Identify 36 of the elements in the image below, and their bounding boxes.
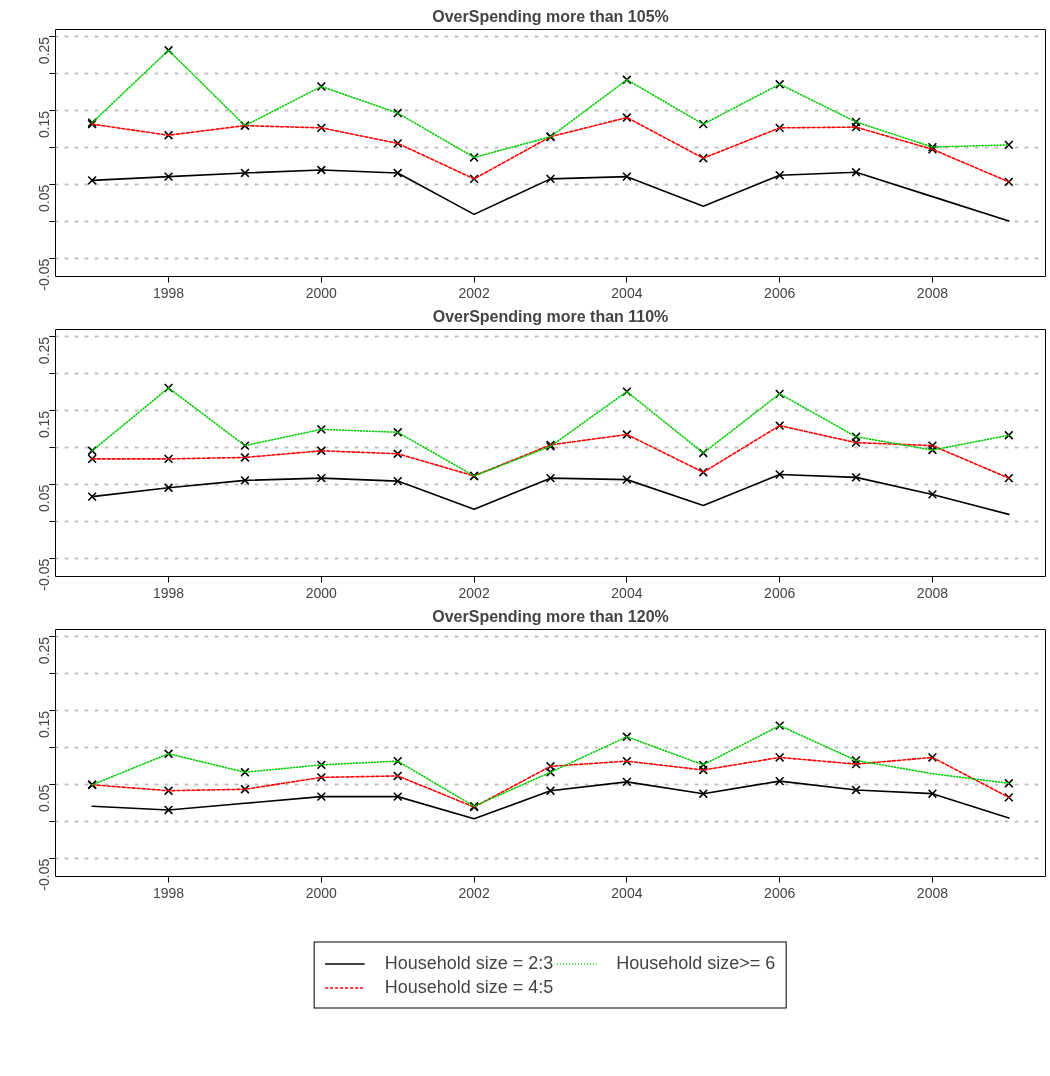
x-tick-label: 2002 (458, 584, 490, 601)
legend-label: Household size = 2:3 (384, 952, 554, 974)
x-tick-label: 2000 (305, 584, 338, 601)
x-tick-label: 1998 (152, 584, 185, 601)
x-tick-label: 1998 (152, 284, 185, 301)
y-tick-label: 0.05 (36, 784, 53, 813)
x-tick-label: 2008 (916, 884, 949, 901)
y-tick-label: -0.05 (36, 858, 53, 891)
y-tick-label: 0.05 (36, 184, 53, 213)
y-tick-label: 0.05 (36, 484, 53, 513)
chart-title: OverSpending more than 120% (432, 607, 669, 625)
x-tick-label: 1998 (152, 884, 185, 901)
x-tick-label: 2002 (458, 884, 490, 901)
y-tick-label: -0.05 (36, 258, 53, 291)
x-tick-label: 2008 (916, 584, 949, 601)
y-tick-label: 0.15 (36, 410, 53, 439)
y-tick-label: 0.25 (36, 636, 53, 665)
y-tick-label: 0.25 (36, 336, 53, 365)
x-tick-label: 2006 (764, 884, 796, 901)
x-tick-label: 2000 (305, 284, 338, 301)
legend-label: Household size = 4:5 (384, 976, 554, 998)
chart-title: OverSpending more than 110% (432, 307, 669, 325)
y-tick-label: 0.15 (36, 710, 53, 739)
chart-title: OverSpending more than 105% (432, 7, 669, 25)
y-tick-label: 0.15 (36, 110, 53, 139)
x-tick-label: 2004 (611, 884, 643, 901)
x-tick-label: 2004 (611, 284, 643, 301)
x-tick-label: 2006 (764, 584, 796, 601)
y-tick-label: -0.05 (36, 558, 53, 591)
x-tick-label: 2006 (764, 284, 796, 301)
x-tick-label: 2008 (916, 284, 949, 301)
x-tick-label: 2002 (458, 284, 490, 301)
y-tick-label: 0.25 (36, 36, 53, 65)
legend-label: Household size>= 6 (616, 952, 776, 974)
x-tick-label: 2000 (305, 884, 338, 901)
x-tick-label: 2004 (611, 584, 643, 601)
